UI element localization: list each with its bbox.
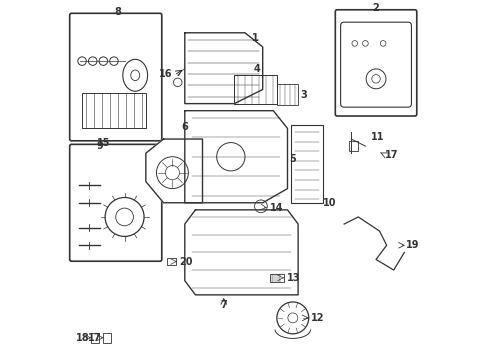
Text: 16: 16 — [159, 68, 172, 78]
Bar — [291, 125, 323, 203]
Bar — [91, 333, 99, 343]
Text: 20: 20 — [179, 257, 193, 266]
Text: 9: 9 — [97, 141, 103, 151]
Text: 3: 3 — [300, 90, 307, 100]
Text: 1: 1 — [252, 33, 259, 43]
Text: 15: 15 — [97, 138, 110, 148]
Bar — [270, 274, 284, 283]
Polygon shape — [185, 210, 298, 295]
Bar — [234, 75, 277, 104]
Text: 11: 11 — [371, 132, 384, 142]
Text: 14: 14 — [270, 203, 283, 213]
Text: 6: 6 — [181, 122, 188, 132]
Text: 4: 4 — [254, 63, 261, 73]
Text: 5: 5 — [289, 153, 296, 163]
Text: 12: 12 — [311, 313, 324, 323]
Polygon shape — [146, 139, 202, 203]
Text: 8: 8 — [114, 7, 121, 17]
Polygon shape — [185, 111, 288, 203]
Text: 17: 17 — [385, 150, 398, 160]
Text: 7: 7 — [220, 300, 227, 310]
Bar — [103, 333, 111, 343]
Text: 18: 18 — [75, 333, 89, 343]
Bar — [82, 93, 146, 129]
Text: 10: 10 — [323, 198, 337, 208]
Text: 17: 17 — [88, 333, 101, 343]
Bar — [277, 84, 298, 105]
Text: 19: 19 — [406, 240, 419, 250]
Bar — [167, 258, 176, 265]
Text: 13: 13 — [287, 273, 300, 283]
Bar — [349, 141, 358, 152]
Text: 2: 2 — [373, 3, 379, 13]
